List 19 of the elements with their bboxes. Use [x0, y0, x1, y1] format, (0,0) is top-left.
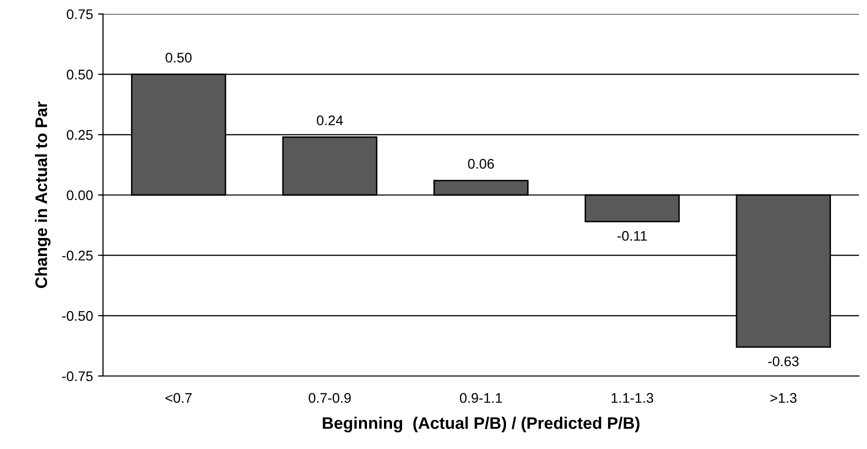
y-tick-label: 0.25: [66, 130, 93, 140]
data-label: 0.50: [166, 52, 192, 63]
x-tick-label: <0.7: [166, 393, 192, 403]
y-axis-title: Change in Actual to Par: [34, 102, 51, 288]
data-label: -0.63: [768, 356, 799, 366]
x-axis-title: Beginning (Actual P/B) / (Predicted P/B): [322, 416, 640, 432]
y-tick-label: -0.50: [62, 311, 93, 321]
x-tick-label: 0.7-0.9: [308, 393, 351, 403]
x-tick-label: 1.1-1.3: [612, 393, 654, 403]
data-label: -0.11: [618, 230, 647, 241]
data-label: 0.24: [316, 115, 343, 126]
y-tick-label: 0.75: [66, 9, 93, 20]
y-tick-label: -0.75: [62, 371, 93, 382]
x-tick-label: >1.3: [770, 393, 796, 403]
data-label: 0.06: [468, 158, 494, 169]
x-tick-label: 0.9-1.1: [460, 393, 502, 403]
y-tick-label: 0.00: [66, 190, 93, 200]
y-tick-label: 0.50: [66, 70, 93, 80]
y-tick-label: -0.25: [62, 250, 93, 261]
